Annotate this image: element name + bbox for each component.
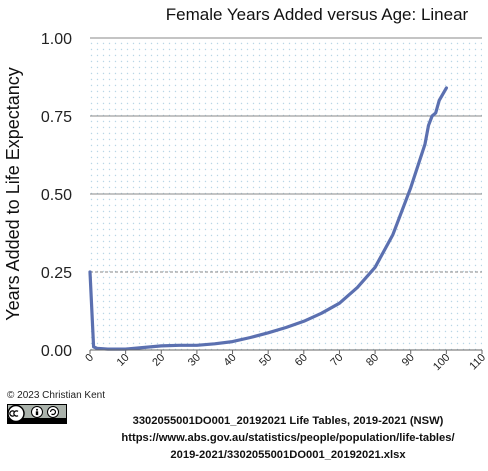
source-line-2: https://www.abs.gov.au/statistics/people… xyxy=(121,432,455,444)
source-line-3: 2019-2021/3302055001DO001_20192021.xlsx xyxy=(170,449,406,461)
copyright-text: © 2023 Christian Kent xyxy=(7,390,105,401)
x-tick-label: 40 xyxy=(222,352,239,369)
y-tick-label: 0.75 xyxy=(41,109,72,126)
source-citation: 3302055001DO001_20192021 Life Tables, 20… xyxy=(88,413,488,464)
y-axis-ticks: 0.00 0.25 0.50 0.75 1.00 xyxy=(41,31,72,360)
x-tick-label: 80 xyxy=(364,352,381,369)
x-axis-ticks: 0 10 20 30 40 50 60 70 80 90 100 110 xyxy=(83,350,488,373)
chart: Female Years Added versus Age: Linear Ye… xyxy=(3,5,488,373)
y-tick-label: 1.00 xyxy=(41,31,72,48)
x-tick-label: 10 xyxy=(115,352,132,369)
x-tick-label: 50 xyxy=(257,352,274,369)
x-tick-label: 20 xyxy=(150,352,167,369)
x-tick-label: 30 xyxy=(186,352,203,369)
y-tick-label: 0.00 xyxy=(41,343,72,360)
x-tick-label: 60 xyxy=(293,352,310,369)
source-line-1: 3302055001DO001_20192021 Life Tables, 20… xyxy=(132,415,444,427)
x-tick-label: 110 xyxy=(467,352,488,373)
cc-by-sa-license-badge xyxy=(7,404,67,424)
x-tick-label: 100 xyxy=(431,352,452,373)
x-tick-label: 70 xyxy=(328,352,345,369)
y-axis-label: Years Added to Life Expectancy xyxy=(3,67,23,321)
series-line xyxy=(88,86,448,351)
y-tick-label: 0.25 xyxy=(41,265,72,282)
chart-title: Female Years Added versus Age: Linear xyxy=(166,5,469,24)
y-tick-label: 0.50 xyxy=(41,187,72,204)
x-tick-label: 90 xyxy=(400,352,417,369)
grid-lines xyxy=(90,37,482,273)
